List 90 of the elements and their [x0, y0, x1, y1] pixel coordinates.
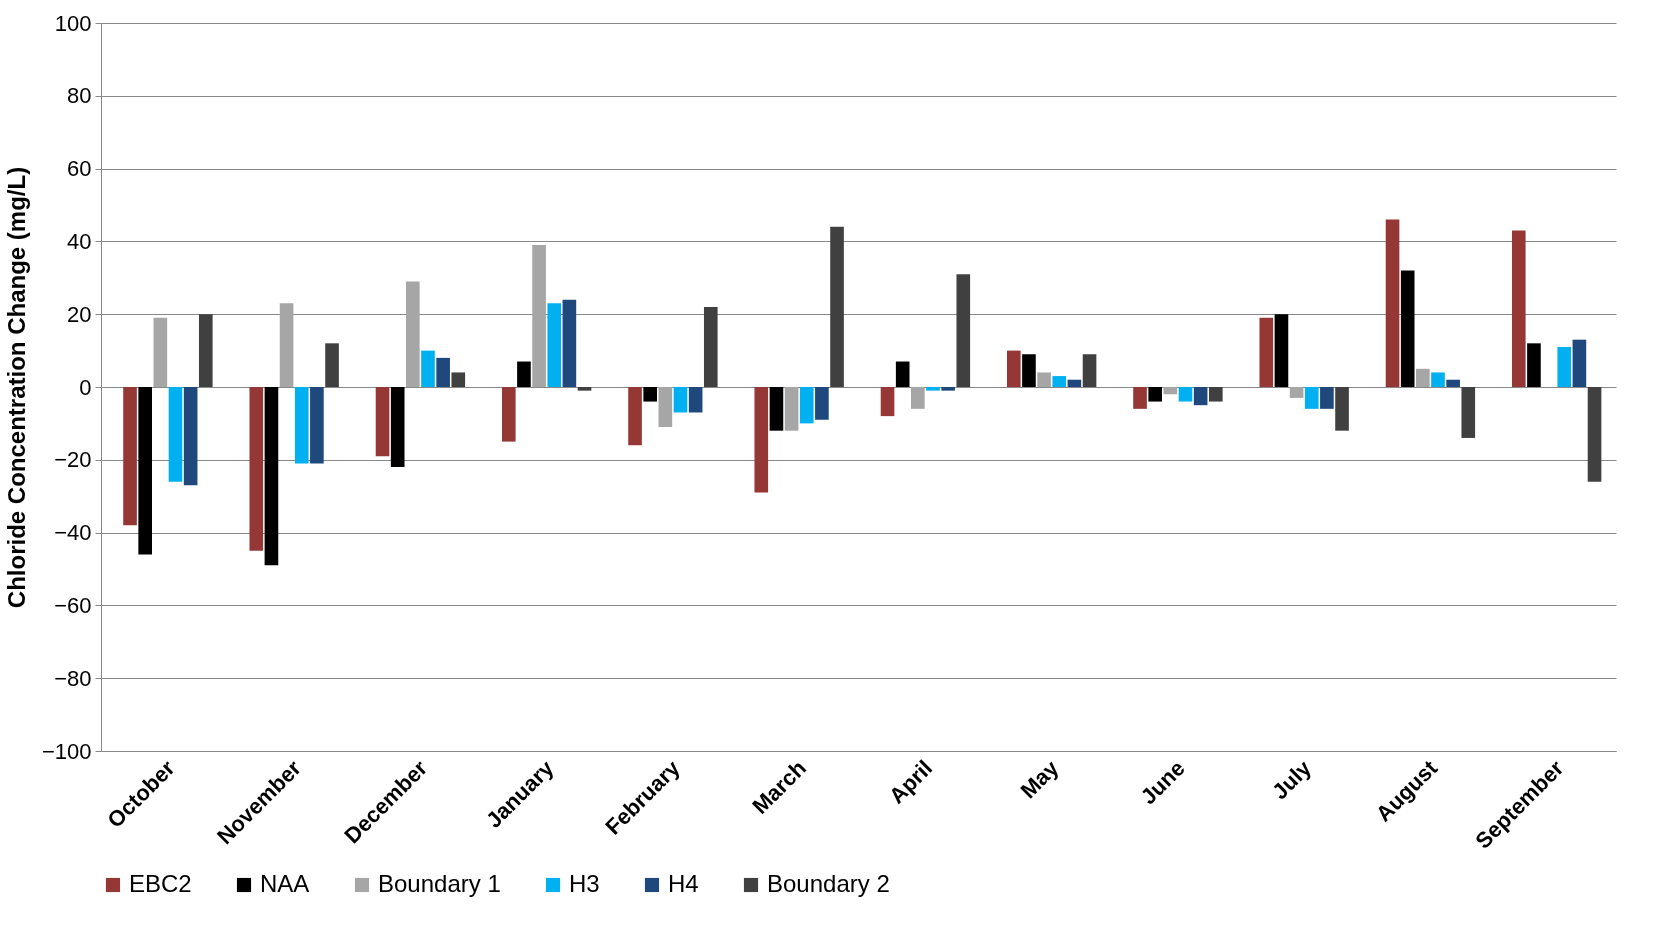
- y-tick-label: −60: [54, 592, 92, 618]
- bar: [643, 387, 657, 402]
- bar: [830, 226, 844, 387]
- bar: [183, 387, 198, 486]
- bar: [406, 281, 420, 387]
- bar: [911, 387, 925, 409]
- bar: [451, 372, 466, 387]
- bar: [1163, 387, 1178, 395]
- bar: [517, 361, 531, 387]
- bar: [153, 317, 168, 387]
- bar: [941, 387, 955, 391]
- bar: [895, 361, 910, 387]
- bar: [375, 387, 390, 457]
- bar: [1006, 350, 1021, 387]
- legend-label: H4: [668, 870, 699, 897]
- bar: [703, 306, 718, 387]
- y-tick-label: 40: [67, 228, 92, 254]
- bar: [1557, 346, 1572, 387]
- legend-label: H3: [569, 870, 600, 897]
- y-tick-label: 20: [67, 301, 92, 327]
- bar: [390, 387, 405, 468]
- bar: [1461, 387, 1476, 438]
- legend-label: Boundary 2: [767, 870, 890, 897]
- bar: [1052, 376, 1067, 387]
- bar: [688, 387, 703, 413]
- bar: [1511, 230, 1526, 387]
- legend-label: Boundary 1: [378, 870, 501, 897]
- bar: [1259, 317, 1274, 387]
- bar: [1304, 387, 1319, 409]
- bar: [547, 303, 562, 387]
- bar: [1587, 387, 1602, 482]
- y-tick-label: 80: [67, 83, 92, 109]
- bar: [1320, 387, 1334, 409]
- bar: [1067, 379, 1082, 387]
- bar: [1289, 387, 1304, 398]
- bar: [628, 387, 642, 446]
- bar: [279, 303, 294, 387]
- bar: [769, 387, 784, 431]
- bar: [1335, 387, 1349, 431]
- bar: [815, 387, 829, 420]
- bar: [123, 387, 137, 526]
- bar: [926, 387, 940, 391]
- y-tick-label: −80: [54, 665, 92, 691]
- bar: [1431, 372, 1445, 387]
- bar: [1193, 387, 1208, 406]
- bar: [310, 387, 324, 464]
- bar: [1148, 387, 1163, 402]
- bar: [1037, 372, 1051, 387]
- bar: [956, 274, 971, 387]
- bar: [501, 387, 516, 442]
- y-tick-label: −40: [54, 520, 92, 546]
- bar: [532, 245, 546, 387]
- bar: [784, 387, 799, 431]
- bar: [249, 387, 264, 551]
- bar: [1082, 354, 1097, 387]
- y-tick-label: −20: [54, 447, 92, 473]
- bar: [294, 387, 309, 464]
- bar: [1446, 379, 1460, 387]
- bar: [577, 387, 592, 391]
- y-tick-label: 60: [67, 156, 92, 182]
- bar: [436, 357, 450, 387]
- bar: [1178, 387, 1193, 402]
- legend-label: NAA: [260, 870, 310, 897]
- y-tick-label: −100: [41, 738, 92, 764]
- y-tick-label: 0: [79, 374, 92, 400]
- bar: [880, 387, 895, 417]
- bar: [1400, 270, 1415, 387]
- legend-label: EBC2: [129, 870, 192, 897]
- bar: [754, 387, 769, 493]
- bar: [1022, 354, 1036, 387]
- bar: [1416, 368, 1430, 387]
- bar: [673, 387, 688, 413]
- bar: [198, 314, 213, 387]
- y-axis-title: Chloride Concentration Change (mg/L): [2, 166, 30, 609]
- bar: [421, 350, 435, 387]
- bar: [325, 343, 339, 387]
- bar: [1274, 314, 1289, 387]
- bar: [1527, 343, 1541, 387]
- bar: [168, 387, 183, 482]
- bar: [799, 387, 814, 424]
- bar: [1385, 219, 1400, 387]
- bar: [1572, 339, 1587, 387]
- bar: [562, 299, 577, 387]
- bar: [1208, 387, 1223, 402]
- x-tick-label: July: [1267, 754, 1317, 805]
- bar: [1133, 387, 1147, 409]
- y-tick-label: 100: [54, 10, 92, 36]
- bar: [658, 387, 673, 428]
- bar: [264, 387, 279, 566]
- bar: [138, 387, 152, 555]
